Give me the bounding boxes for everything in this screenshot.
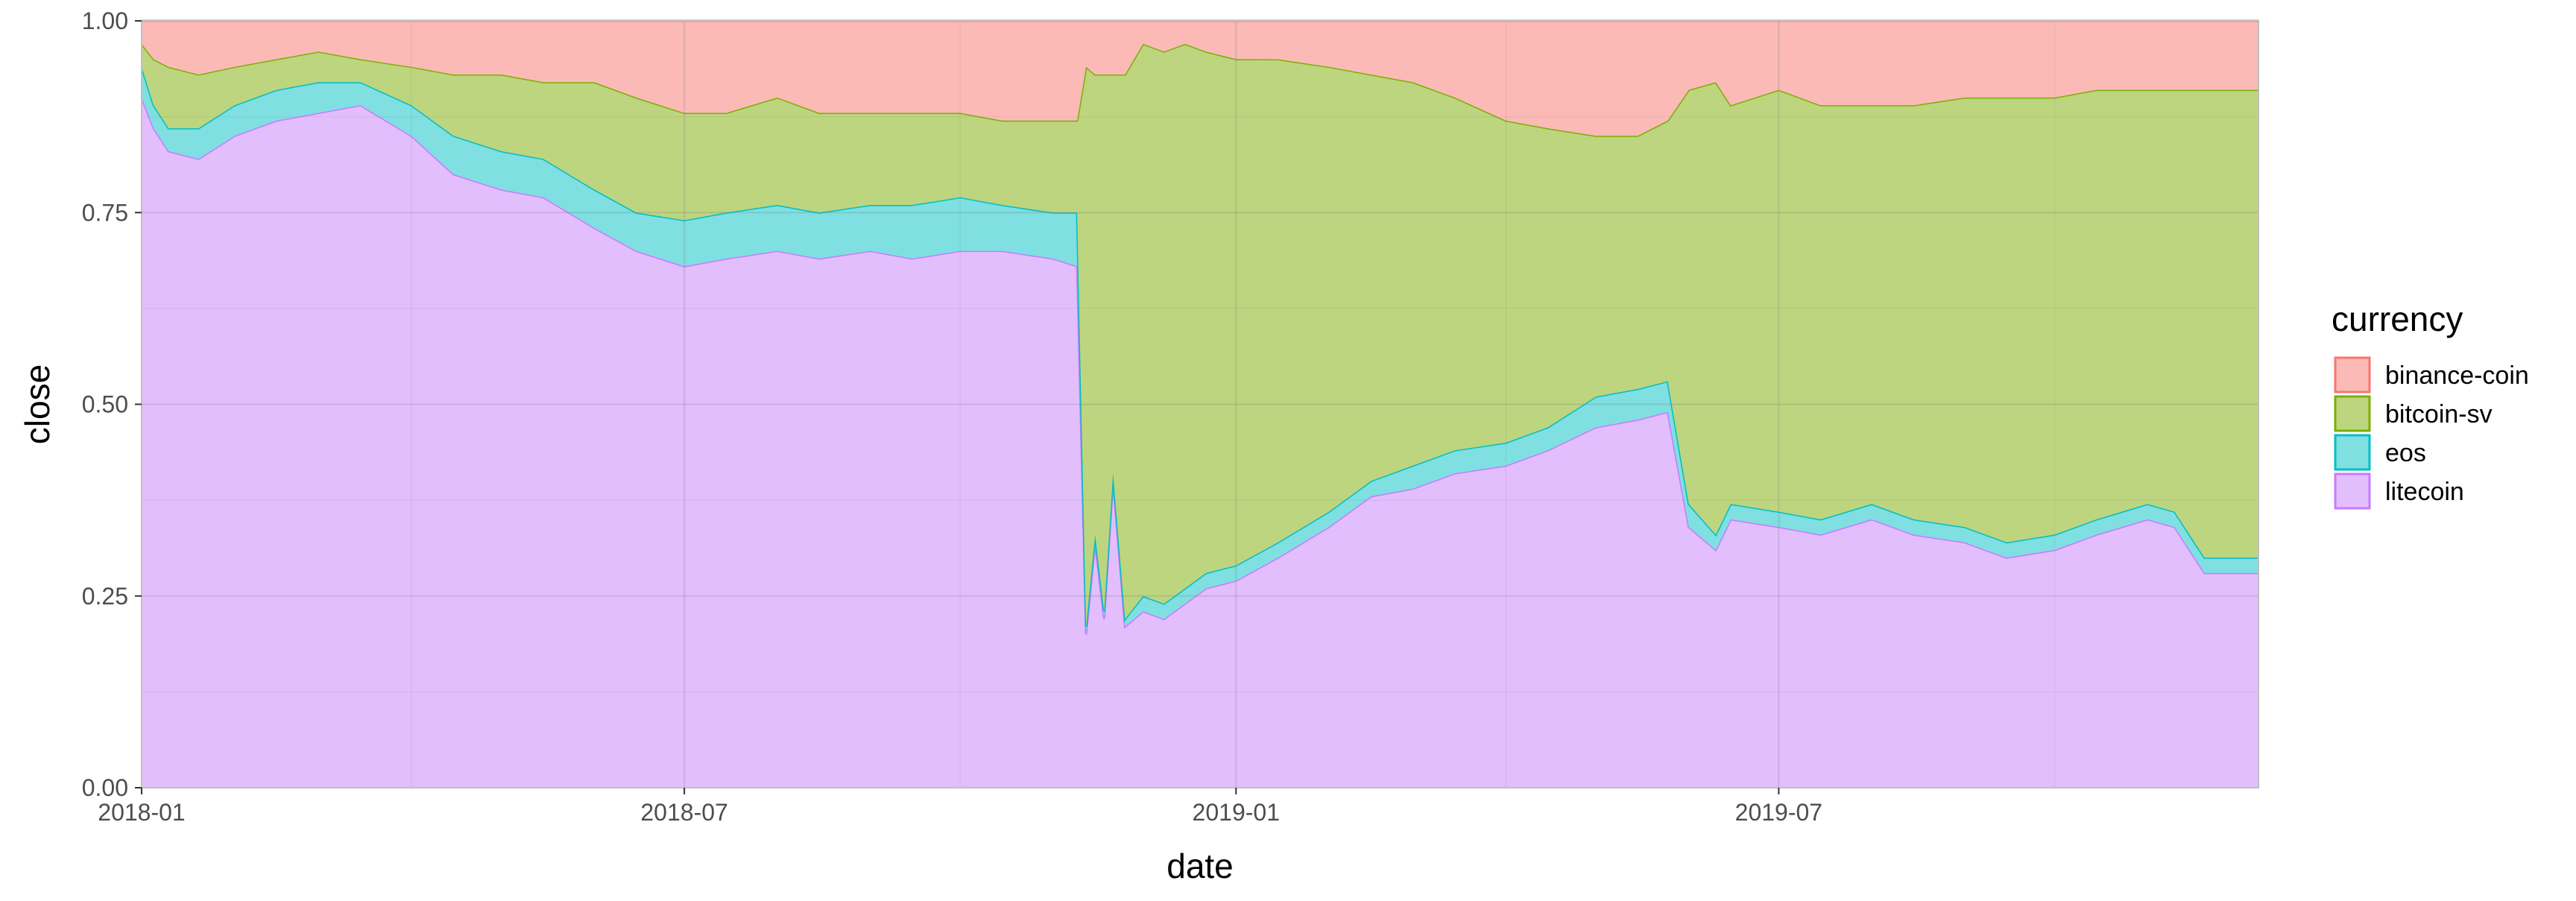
y-tick-label: 0.00	[82, 774, 128, 801]
legend-label-litecoin: litecoin	[2385, 478, 2464, 506]
area-binance-coin	[142, 21, 2258, 136]
x-tick-label: 2019-01	[1193, 799, 1280, 826]
legend-key-binance-coin	[2334, 356, 2371, 393]
area-bitcoin-sv	[142, 43, 2258, 627]
x-tick-label: 2019-07	[1735, 799, 1822, 826]
legend-key-litecoin	[2334, 472, 2371, 510]
grid-layer	[141, 20, 2258, 788]
line-eos	[140, 66, 2258, 627]
y-tick-label: 0.25	[82, 583, 128, 610]
y-tick-label: 0.75	[82, 199, 128, 226]
legend-label-binance-coin: binance-coin	[2385, 361, 2529, 390]
legend-label-bitcoin-sv: bitcoin-sv	[2385, 400, 2493, 429]
area-litecoin	[142, 97, 2258, 788]
y-tick-label: 0.50	[82, 391, 128, 418]
y-axis-title: close	[18, 364, 57, 444]
legend-key-bitcoin-sv	[2334, 395, 2371, 432]
legend-key-eos	[2334, 434, 2371, 471]
y-axis: 0.00 0.25 0.50 0.75 1.00	[82, 7, 142, 801]
legend: currency binance-coin bitcoin-sv eos liteco…	[2332, 300, 2529, 510]
x-tick-label: 2018-01	[98, 799, 185, 826]
area-layer	[140, 19, 2258, 788]
x-axis: 2018-01 2018-07 2019-01 2019-07	[98, 788, 1822, 826]
x-axis-title: date	[1167, 847, 1234, 885]
legend-title: currency	[2332, 300, 2463, 338]
legend-label-eos: eos	[2385, 439, 2426, 467]
y-tick-label: 1.00	[82, 7, 128, 34]
x-tick-label: 2018-07	[640, 799, 727, 826]
